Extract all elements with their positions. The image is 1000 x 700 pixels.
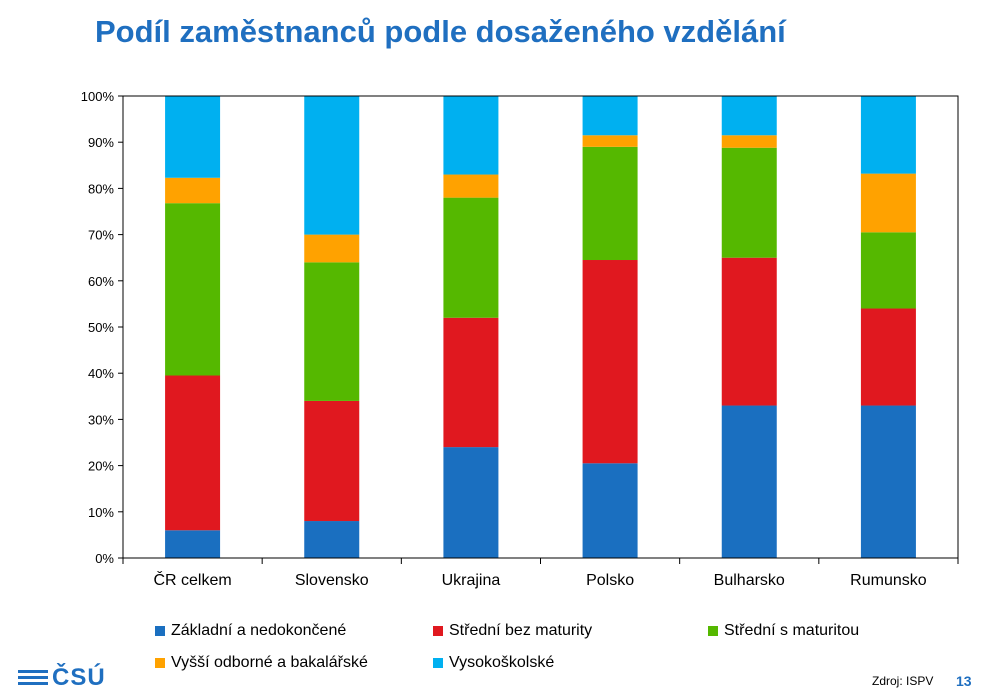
bar-segment [582,96,638,136]
plot-area-frame [122,95,959,559]
legend-swatch [708,626,718,636]
bar-segment [582,146,638,261]
x-tick-label: Polsko [586,572,634,589]
bar-segment [304,262,360,401]
y-tick-label: 100% [81,89,115,104]
bar-segment [721,405,777,558]
legend-item: Střední bez maturity [433,622,592,640]
csu-logo: ČSÚ [18,664,108,694]
y-tick-label: 10% [88,505,114,520]
x-tick-label: ČR celkem [153,570,231,589]
bar-segment [721,257,777,406]
bar-segment [304,521,360,558]
bar-segment [443,96,499,175]
bar-segment [304,96,360,235]
legend-item: Základní a nedokončené [155,622,346,640]
y-tick-label: 30% [88,412,114,427]
bar-segment [582,260,638,464]
legend-item: Vyšší odborné a bakalářské [155,654,368,672]
bar-segment [443,197,499,318]
bar-segment [443,447,499,558]
legend-label: Střední s maturitou [724,622,860,639]
legend-swatch [433,626,443,636]
bar-segment [860,173,916,233]
chart-legend: Základní a nedokončené Střední bez matur… [155,622,915,682]
y-tick-label: 80% [88,181,114,196]
y-tick-label: 20% [88,459,114,474]
bar-segment [165,203,221,376]
legend-label: Vysokoškolské [449,654,555,671]
bar-segment [582,463,638,558]
legend-label: Střední bez maturity [449,622,593,639]
bar-segment [443,317,499,448]
page-number: 13 [956,673,972,689]
y-tick-label: 50% [88,320,114,335]
bar-segment [721,135,777,148]
y-tick-label: 40% [88,366,114,381]
y-tick-label: 70% [88,228,114,243]
bar-segment [165,96,221,178]
source-note: Zdroj: ISPV [872,674,934,688]
bar-segment [860,232,916,309]
bar-segment [721,96,777,136]
bar-segment [860,308,916,406]
bar-segment [304,234,360,263]
x-tick-label: Slovensko [295,572,369,589]
bar-segment [165,375,221,531]
bar-segment [721,147,777,258]
x-tick-label: Ukrajina [442,572,501,589]
bar-segment [860,405,916,558]
y-tick-label: 0% [95,551,114,566]
logo-text: ČSÚ [52,664,106,691]
legend-swatch [155,658,165,668]
x-tick-label: Rumunsko [850,572,927,589]
legend-label: Základní a nedokončené [171,622,347,639]
page-title: Podíl zaměstnanců podle dosaženého vzděl… [95,14,786,49]
legend-item: Střední s maturitou [708,622,859,640]
x-tick-label: Bulharsko [714,572,785,589]
bar-segment [443,174,499,198]
y-tick-label: 90% [88,135,114,150]
bar-segment [860,96,916,174]
legend-swatch [433,658,443,668]
bar-segment [582,135,638,147]
legend-swatch [155,626,165,636]
bar-segment [304,400,360,522]
y-tick-label: 60% [88,274,114,289]
bar-segment [165,530,221,558]
legend-item: Vysokoškolské [433,654,554,672]
legend-label: Vyšší odborné a bakalářské [171,654,368,671]
bar-segment [165,177,221,204]
logo-lines-icon [18,670,48,688]
